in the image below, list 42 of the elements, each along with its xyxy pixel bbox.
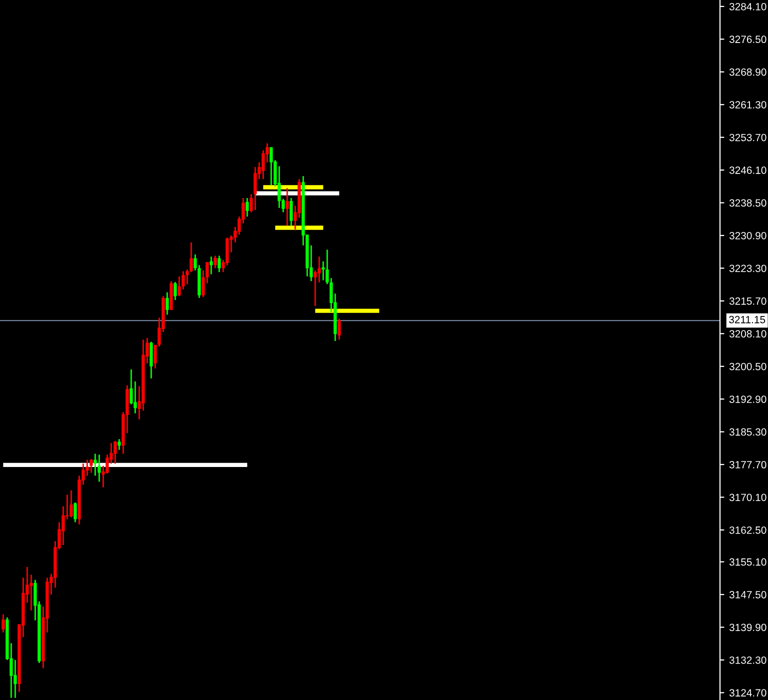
candlestick xyxy=(118,438,121,451)
y-tick-label: 3230.90 xyxy=(729,232,766,240)
candlestick xyxy=(286,187,289,226)
y-tick-label: 3132.30 xyxy=(729,656,766,664)
y-tick-label: 3170.10 xyxy=(729,494,766,502)
candlestick xyxy=(150,341,153,380)
candlestick xyxy=(218,255,221,273)
candlestick xyxy=(270,146,273,186)
y-tick-label: 3268.90 xyxy=(729,68,766,76)
candlestick xyxy=(98,454,101,482)
y-tick-label: 3155.10 xyxy=(729,558,766,566)
candlestick xyxy=(254,166,257,211)
candlestick xyxy=(246,197,249,218)
y-tick-label: 3139.90 xyxy=(729,624,766,632)
candlestick xyxy=(70,490,73,518)
candlestick xyxy=(90,458,93,474)
candlestick xyxy=(338,318,341,340)
y-tick-label: 3124.70 xyxy=(729,689,766,697)
candlestick xyxy=(174,281,177,301)
y-tick-label: 3200.50 xyxy=(729,362,766,370)
y-tick-label: 3246.10 xyxy=(729,166,766,174)
y-tick-label: 3185.30 xyxy=(729,428,766,436)
y-tick-label: 3284.10 xyxy=(729,2,766,10)
candlestick xyxy=(166,292,169,316)
y-tick-label: 3147.50 xyxy=(729,591,766,598)
candlestick xyxy=(74,502,77,523)
y-tick-label: 3238.50 xyxy=(729,199,766,207)
candlestick xyxy=(290,197,293,226)
y-tick-label: 3208.10 xyxy=(729,330,766,338)
ref-line-label: 3211.15 xyxy=(729,316,766,324)
candlestick xyxy=(214,255,217,269)
y-tick-label: 3276.50 xyxy=(729,36,766,44)
y-tick-label: 3162.50 xyxy=(729,526,766,534)
y-tick-label: 3223.30 xyxy=(729,264,766,272)
candlestick xyxy=(2,614,5,634)
candlestick xyxy=(114,440,117,464)
y-tick-label: 3177.70 xyxy=(729,461,766,468)
y-tick-label: 3261.30 xyxy=(729,101,766,108)
candlestick xyxy=(210,256,213,275)
y-tick-label: 3253.70 xyxy=(729,134,766,142)
y-tick-label: 3192.90 xyxy=(729,396,766,403)
y-tick-label: 3215.70 xyxy=(729,297,766,305)
